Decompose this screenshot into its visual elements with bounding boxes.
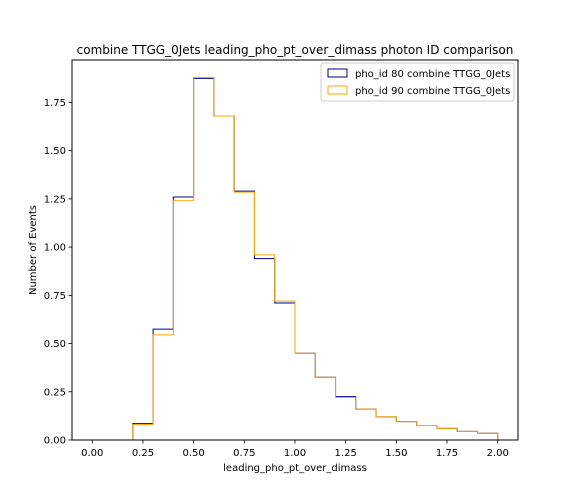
- y-tick-label: 1.00: [44, 243, 66, 254]
- y-tick-label: 1.75: [44, 98, 66, 109]
- y-tick-label: 0.00: [44, 436, 66, 447]
- x-tick-label: 0.50: [183, 448, 205, 459]
- legend-label-series-1: pho_id 80 combine TTGG_0Jets: [355, 69, 510, 80]
- x-tick-label: 1.00: [284, 448, 306, 459]
- x-tick-label: 1.75: [436, 448, 458, 459]
- chart-title: combine TTGG_0Jets leading_pho_pt_over_d…: [77, 43, 514, 57]
- x-axis-label: leading_pho_pt_over_dimass: [223, 463, 367, 474]
- y-axis-label: Number of Events: [28, 205, 39, 295]
- y-tick-label: 0.25: [44, 387, 66, 398]
- legend: pho_id 80 combine TTGG_0Jets pho_id 90 c…: [321, 63, 514, 101]
- x-tick-label: 2.00: [487, 448, 509, 459]
- y-tick-label: 0.50: [44, 339, 66, 350]
- x-tick-label: 0.00: [81, 448, 103, 459]
- x-tick-label: 1.50: [385, 448, 407, 459]
- x-tick-label: 1.25: [335, 448, 357, 459]
- y-tick-label: 1.25: [44, 194, 66, 205]
- legend-label-series-2: pho_id 90 combine TTGG_0Jets: [355, 86, 510, 97]
- y-tick-label: 1.50: [44, 146, 66, 157]
- x-tick-label: 0.75: [233, 448, 255, 459]
- y-tick-label: 0.75: [44, 291, 66, 302]
- x-tick-label: 0.25: [132, 448, 154, 459]
